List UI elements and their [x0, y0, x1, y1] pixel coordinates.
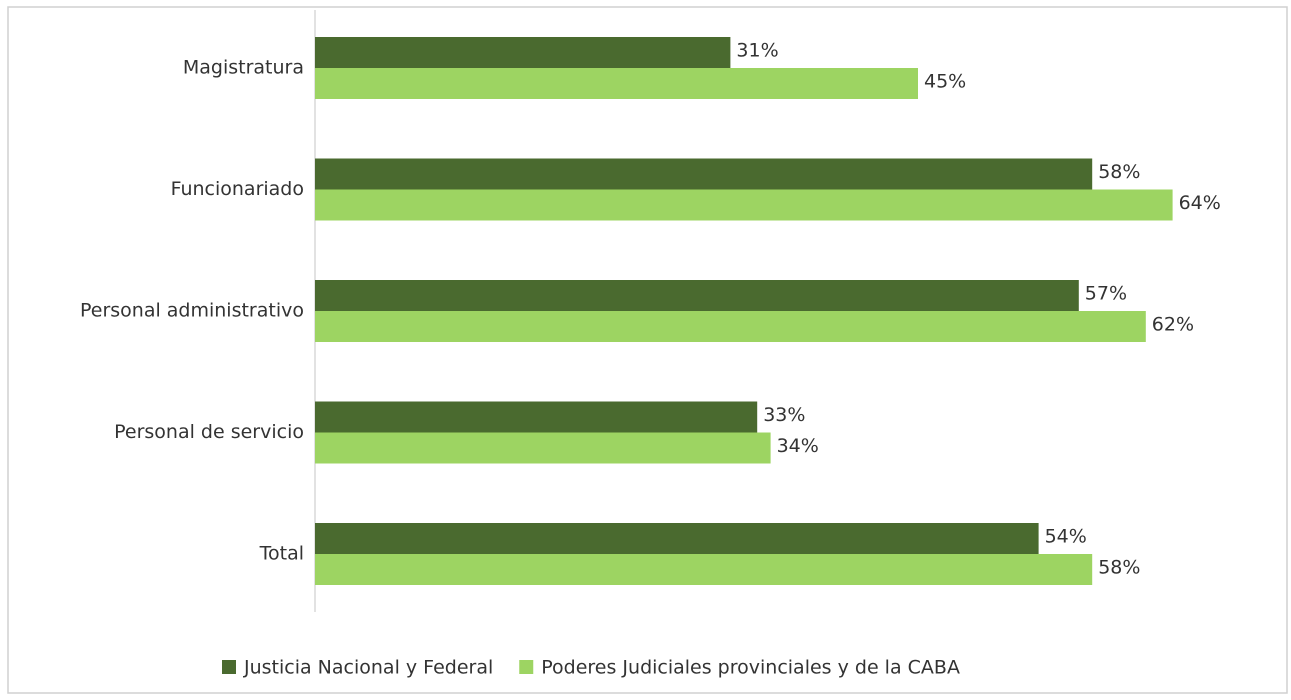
data-label: 34% [777, 435, 819, 457]
legend-label: Poderes Judiciales provinciales y de la … [541, 657, 960, 679]
legend-label: Justicia Nacional y Federal [243, 657, 493, 679]
legend-swatch [222, 660, 236, 674]
bar [315, 68, 918, 99]
bar [315, 37, 731, 68]
bar [315, 554, 1093, 585]
data-label: 58% [1098, 161, 1140, 183]
data-label: 62% [1152, 314, 1194, 336]
legend-swatch [519, 660, 534, 674]
bar [315, 280, 1079, 311]
y-tick-label: Magistratura [183, 57, 304, 79]
data-label: 64% [1179, 192, 1221, 214]
y-tick-label: Total [259, 543, 304, 565]
data-label: 57% [1085, 283, 1127, 305]
y-tick-label: Personal de servicio [114, 421, 304, 443]
bar [315, 523, 1039, 554]
bar [315, 432, 771, 464]
bar [315, 189, 1173, 221]
y-tick-label: Funcionariado [171, 178, 304, 200]
y-tick-label: Personal administrativo [80, 300, 304, 322]
data-label: 31% [736, 40, 778, 62]
bar [315, 158, 1093, 190]
bar [315, 311, 1146, 342]
data-label: 58% [1098, 557, 1140, 579]
bar [315, 401, 758, 433]
chart-border [7, 6, 1288, 694]
data-label: 54% [1045, 526, 1087, 548]
data-label: 45% [924, 71, 966, 93]
data-label: 33% [763, 404, 805, 426]
